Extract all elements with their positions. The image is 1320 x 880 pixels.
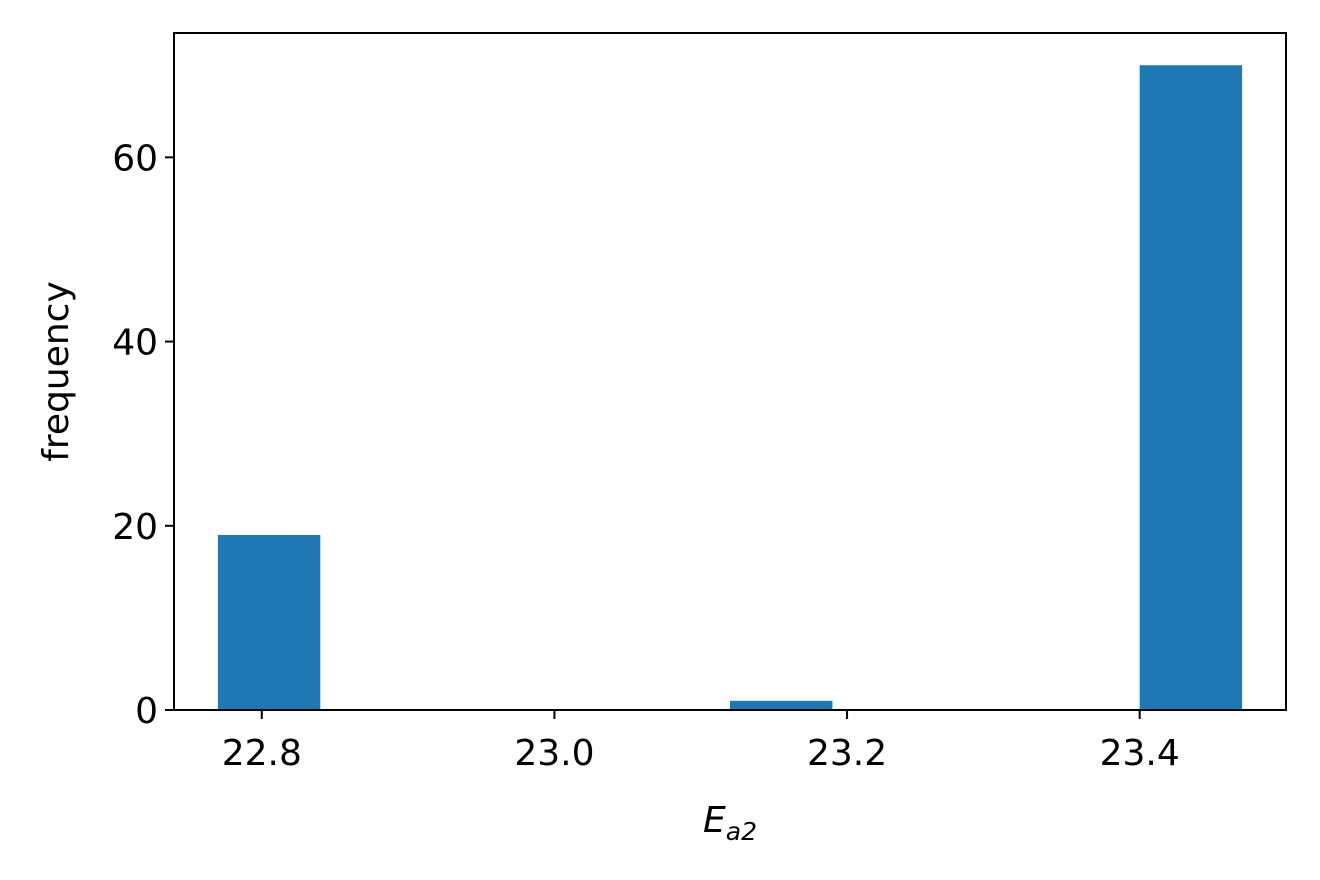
histogram-bar-0 [217,534,321,710]
y-axis-label: frequency [36,281,77,462]
x-tick-label: 23.4 [1100,733,1180,774]
x-tick-label: 23.2 [807,733,887,774]
y-tick-label: 0 [135,691,158,732]
x-axis-ticks: 22.8 23.0 23.2 23.4 [222,710,1180,774]
y-tick-label: 60 [112,138,158,179]
y-tick-label: 20 [112,507,158,548]
x-axis-label-subscript: a2 [726,817,757,846]
x-tick-label: 23.0 [514,733,594,774]
y-axis-ticks: 0 20 40 60 [112,138,174,732]
x-axis-label-main: E [703,800,726,841]
x-axis-label: Ea2 [703,800,757,846]
histogram-bar-5 [730,700,833,710]
x-tick-label: 22.8 [222,733,302,774]
histogram-bar-9 [1139,65,1243,710]
plot-frame [173,32,1287,711]
y-tick-label: 40 [112,323,158,364]
bars-group [217,65,1243,710]
